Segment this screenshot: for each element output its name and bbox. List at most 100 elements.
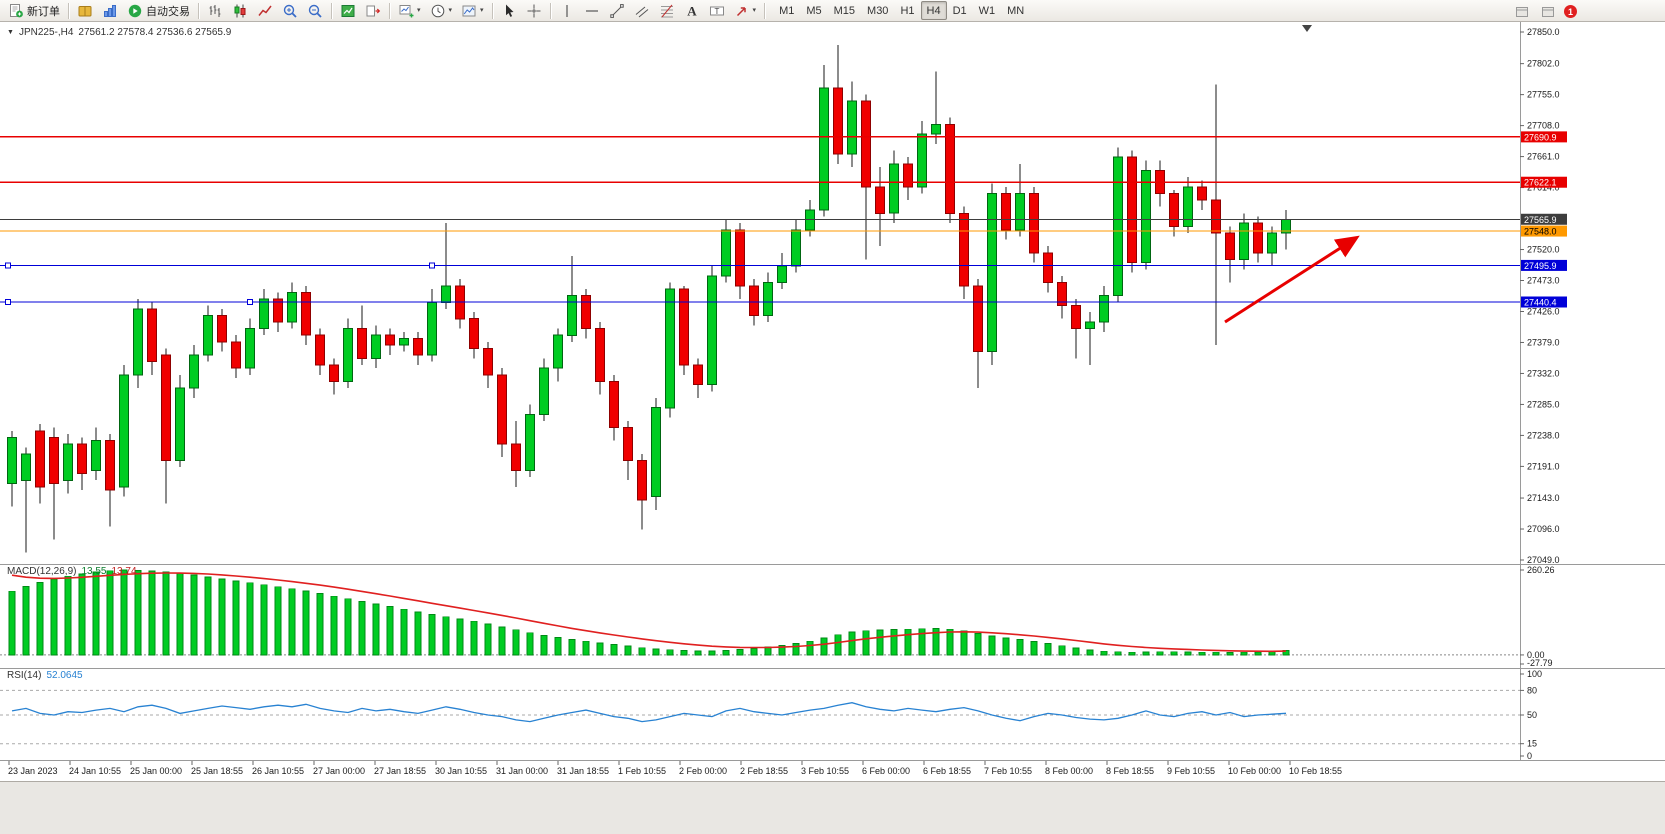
candle	[987, 193, 997, 353]
arrow-annotation[interactable]	[1224, 235, 1360, 324]
price-axis-label: 27096.0	[1527, 524, 1560, 534]
macd-histogram-bar	[8, 590, 16, 656]
macd-panel[interactable]: 260.26 0.00-27.79	[0, 565, 1555, 668]
zoom-out-icon	[307, 3, 323, 19]
timeframe-button-m5[interactable]: M5	[800, 1, 827, 20]
autotrading-button[interactable]: 自动交易	[123, 1, 194, 20]
timeframe-button-h1[interactable]: H1	[894, 1, 920, 20]
timeframe-button-m30[interactable]: M30	[861, 1, 894, 20]
vertical-line-button[interactable]	[555, 1, 579, 20]
time-axis-label: 3 Feb 10:55	[801, 766, 849, 776]
candle	[805, 209, 815, 231]
svg-text:27690.9: 27690.9	[1524, 132, 1557, 142]
new-order-button[interactable]: 新订单	[4, 1, 64, 20]
macd-histogram-bar	[554, 637, 562, 656]
horizontal-line-button[interactable]	[580, 1, 604, 20]
toolbar: 新订单 自动交易 ▾ ▾ ▾ A T ▾ M1 M5 M15 M	[0, 0, 1665, 22]
candle	[861, 100, 871, 188]
macd-histogram-bar	[946, 628, 954, 656]
chevron-down-icon: ▾	[448, 7, 453, 14]
new-chart-button[interactable]: ▾	[394, 1, 425, 20]
candle	[959, 212, 969, 287]
timeframe-button-mn[interactable]: MN	[1001, 1, 1030, 20]
collapse-triangle-icon[interactable]: ▼	[7, 29, 14, 36]
macd-histogram-bar	[820, 637, 828, 656]
line-handle[interactable]	[429, 262, 435, 269]
candle	[693, 364, 703, 386]
candle	[1001, 193, 1011, 231]
panel-separators[interactable]	[0, 22, 1665, 761]
timeframe-button-h4[interactable]: H4	[920, 1, 947, 20]
chart-shift-marker[interactable]	[1302, 25, 1312, 32]
line-handle[interactable]	[5, 298, 11, 305]
arrow-tools-button[interactable]: ▾	[730, 1, 761, 20]
crosshair-button[interactable]	[522, 1, 546, 20]
price-axis-label: 27802.0	[1527, 59, 1560, 69]
macd-histogram-bar	[988, 635, 996, 656]
candlestick-button[interactable]	[228, 1, 252, 20]
macd-histogram-bar	[1002, 637, 1010, 656]
candle	[609, 380, 619, 428]
line-handle[interactable]	[247, 298, 253, 305]
notification-badge[interactable]: 1	[1564, 5, 1577, 18]
line-chart-button[interactable]	[253, 1, 277, 20]
macd-histogram-bar	[1254, 651, 1262, 656]
candle	[1043, 252, 1053, 284]
price-axis-label: 27473.0	[1527, 276, 1560, 286]
auto-scroll-button[interactable]	[336, 1, 360, 20]
time-axis[interactable]: 23 Jan 2023 24 Jan 10:55 25 Jan 00:00 25 Ja…	[8, 761, 1342, 776]
trendline-button[interactable]	[605, 1, 629, 20]
channel-button[interactable]	[630, 1, 654, 20]
candle	[469, 318, 479, 349]
macd-histogram-bar	[22, 586, 30, 656]
periods-button[interactable]: ▾	[426, 1, 457, 20]
chart-canvas[interactable]: 27850.027802.027755.027708.027661.027614…	[0, 22, 1665, 781]
autotrading-label: 自动交易	[146, 5, 190, 18]
candle	[1099, 295, 1109, 323]
timeframe-button-m15[interactable]: M15	[828, 1, 861, 20]
timeframe-button-m1[interactable]: M1	[773, 1, 800, 20]
macd-histogram-bar	[680, 650, 688, 656]
candle	[1141, 169, 1151, 264]
auto-scroll-icon	[340, 3, 356, 19]
candle	[175, 387, 185, 461]
panel-icon	[1514, 4, 1530, 20]
macd-histogram-bar	[1016, 639, 1024, 656]
symbol-ohlc-values: 27561.2 27578.4 27536.6 27565.9	[78, 27, 232, 38]
candle	[1085, 321, 1095, 330]
macd-histogram-bar	[1086, 649, 1094, 656]
panel-toggle-button[interactable]	[1510, 2, 1534, 21]
rsi-panel[interactable]: 100 80 50 15 0	[0, 669, 1542, 761]
time-axis-label: 27 Jan 18:55	[374, 766, 426, 776]
chart-area[interactable]: 27850.027802.027755.027708.027661.027614…	[0, 22, 1665, 781]
layouts-button[interactable]	[73, 1, 97, 20]
toolbar-overflow-button[interactable]	[1536, 2, 1560, 21]
macd-histogram-bar	[568, 639, 576, 656]
price-axis[interactable]: 27850.027802.027755.027708.027661.027614…	[1520, 27, 1567, 565]
timeframe-button-d1[interactable]: D1	[947, 1, 973, 20]
candle	[497, 374, 507, 445]
candle	[35, 430, 45, 488]
chart-shift-button[interactable]	[361, 1, 385, 20]
time-axis-label: 31 Jan 18:55	[557, 766, 609, 776]
candles-layer[interactable]	[7, 45, 1291, 553]
text-button[interactable]: A	[680, 1, 704, 20]
candle	[371, 334, 381, 359]
cursor-button[interactable]	[497, 1, 521, 20]
timeframe-button-w1[interactable]: W1	[973, 1, 1002, 20]
horizontal-lines-layer[interactable]	[0, 136, 1520, 305]
profiles-button[interactable]	[98, 1, 122, 20]
bar-chart-button[interactable]	[203, 1, 227, 20]
candle	[707, 275, 717, 386]
templates-button[interactable]: ▾	[457, 1, 488, 20]
zoom-out-button[interactable]	[303, 1, 327, 20]
zoom-in-button[interactable]	[278, 1, 302, 20]
candle	[1015, 193, 1025, 231]
annotations-layer[interactable]	[1224, 25, 1360, 324]
fibonacci-button[interactable]	[655, 1, 679, 20]
label-button[interactable]: T	[705, 1, 729, 20]
time-axis-label: 30 Jan 10:55	[435, 766, 487, 776]
line-handle[interactable]	[5, 262, 11, 269]
macd-histogram-bar	[1100, 650, 1108, 656]
macd-main-value: 13.55	[81, 566, 107, 577]
